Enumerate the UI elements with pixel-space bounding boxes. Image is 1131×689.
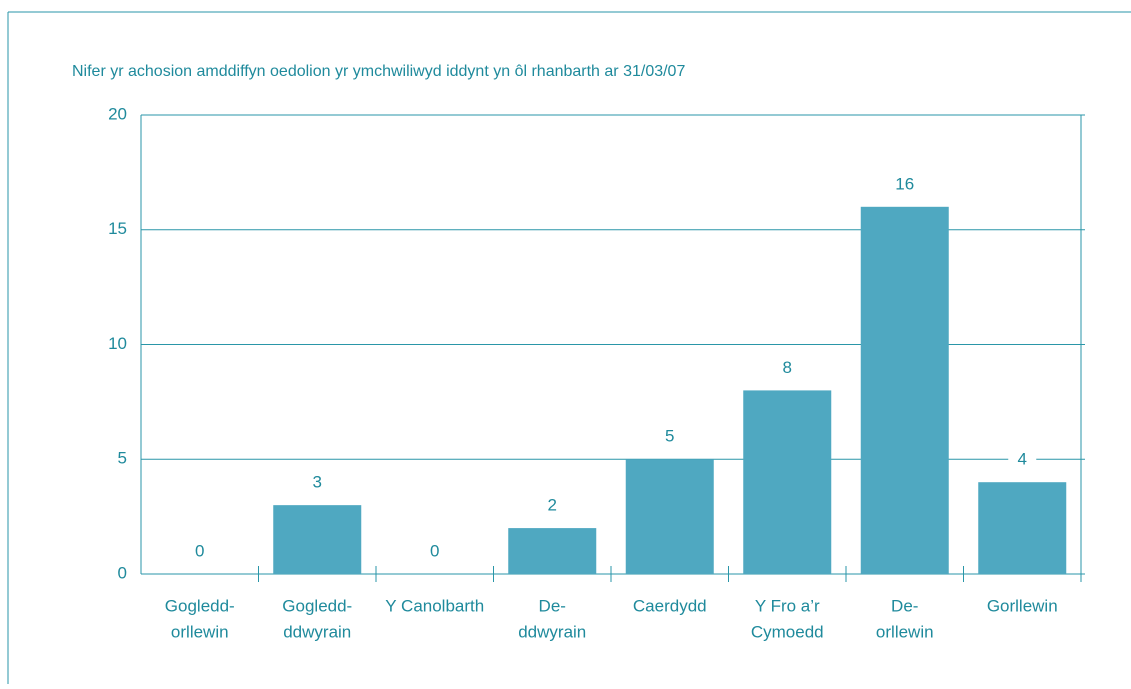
bar: [743, 390, 832, 574]
value-label-bg: [420, 541, 449, 563]
value-label: 8: [783, 358, 792, 377]
bar: [273, 505, 362, 574]
value-label-bg: [890, 173, 919, 196]
value-label-bg: [655, 426, 684, 449]
x-tick-label: De-: [891, 596, 918, 615]
value-label: 2: [548, 496, 557, 515]
bar: [978, 482, 1067, 574]
y-tick-label: 0: [118, 563, 127, 582]
bar: [860, 206, 949, 575]
x-tick-label: Y Fro a’r: [755, 596, 820, 615]
chart-title: Nifer yr achosion amddiffyn oedolion yr …: [72, 63, 685, 80]
value-label-bg: [185, 541, 214, 563]
x-tick-label: Caerdydd: [633, 596, 707, 615]
x-tick-label: Gorllewin: [987, 596, 1058, 615]
x-tick-label: ddwyrain: [518, 622, 586, 641]
value-label: 3: [313, 473, 322, 492]
value-label: 0: [430, 541, 439, 560]
value-label: 16: [895, 174, 914, 193]
x-tick-label: ddwyrain: [283, 622, 351, 641]
x-tick-label: orllewin: [876, 622, 934, 641]
value-label-bg: [773, 357, 802, 380]
value-label: 4: [1018, 450, 1027, 469]
bar: [508, 528, 597, 574]
x-tick-label: De-: [539, 596, 566, 615]
x-tick-label: orllewin: [171, 622, 229, 641]
x-tick-label: Cymoedd: [751, 622, 824, 641]
x-tick-label: Y Canolbarth: [385, 596, 484, 615]
x-tick-label: Gogledd-: [165, 596, 235, 615]
value-label-bg: [303, 472, 332, 495]
value-label-bg: [538, 495, 567, 518]
value-label-bg: [1008, 449, 1037, 472]
x-tick-label: Gogledd-: [282, 596, 352, 615]
y-tick-label: 10: [108, 334, 127, 353]
bar: [625, 459, 714, 574]
y-tick-label: 20: [108, 104, 127, 123]
y-tick-label: 5: [118, 449, 127, 468]
value-label: 0: [195, 541, 204, 560]
y-tick-label: 15: [108, 219, 127, 238]
value-label: 5: [665, 427, 674, 446]
